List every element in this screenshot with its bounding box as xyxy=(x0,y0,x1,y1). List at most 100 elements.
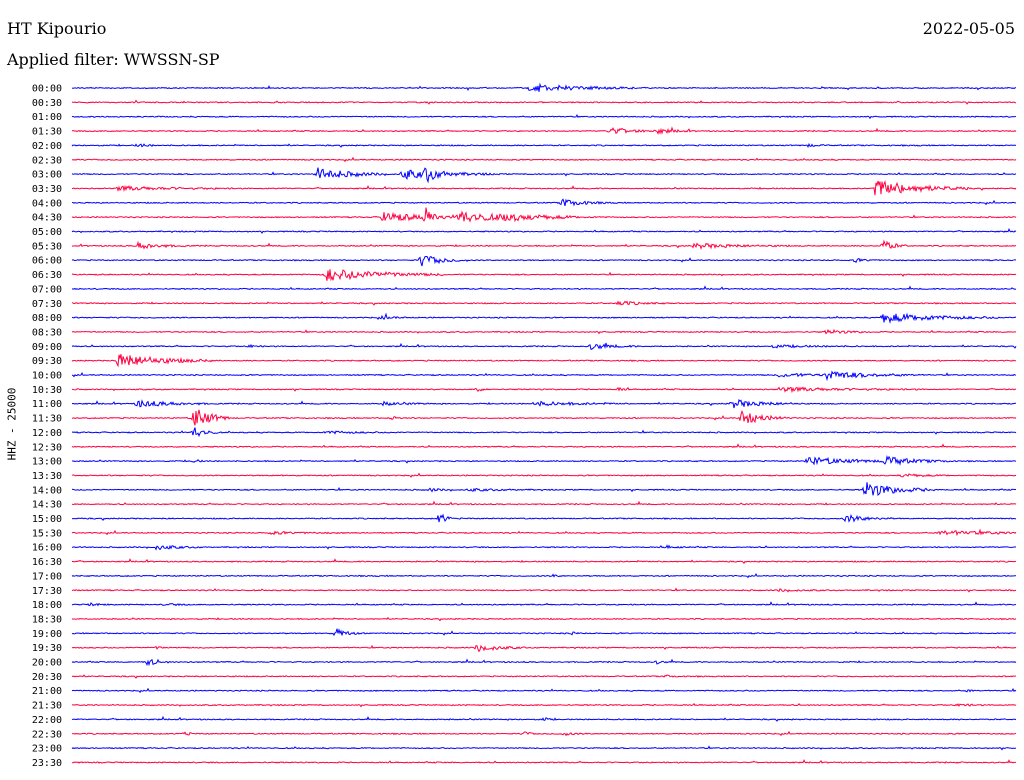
trace-2030 xyxy=(71,674,1017,679)
row-time-label: 20:00 xyxy=(32,658,62,669)
row-time-label: 09:30 xyxy=(32,356,62,367)
row-time-label: 19:00 xyxy=(32,629,62,640)
trace-1100 xyxy=(71,398,1017,409)
row-time-label: 12:30 xyxy=(32,442,62,453)
row-time-label: 12:00 xyxy=(32,428,62,439)
trace-2300 xyxy=(71,745,1017,751)
filter-label: Applied filter: WWSSN-SP xyxy=(7,50,220,69)
row-time-label: 04:00 xyxy=(32,198,62,209)
trace-0900 xyxy=(71,342,1017,351)
trace-1500 xyxy=(71,513,1017,523)
station-name: HT Kipourio xyxy=(7,19,107,38)
row-time-label: 13:00 xyxy=(32,457,62,468)
row-time-label: 17:30 xyxy=(32,586,62,597)
row-time-label: 23:30 xyxy=(32,758,62,769)
trace-1000 xyxy=(71,370,1017,382)
trace-0300 xyxy=(71,167,1017,184)
trace-2200 xyxy=(71,715,1017,722)
row-time-label: 04:30 xyxy=(32,213,62,224)
row-time-label: 14:30 xyxy=(32,500,62,511)
trace-0030 xyxy=(71,99,1017,105)
trace-0330 xyxy=(71,180,1017,196)
trace-1830 xyxy=(71,616,1017,622)
row-time-label: 06:00 xyxy=(32,256,62,267)
row-time-label: 08:30 xyxy=(32,327,62,338)
row-time-label: 02:30 xyxy=(32,155,62,166)
row-time-label: 15:00 xyxy=(32,514,62,525)
row-time-label: 16:00 xyxy=(32,543,62,554)
trace-0400 xyxy=(71,198,1017,207)
row-time-label: 20:30 xyxy=(32,672,62,683)
trace-1200 xyxy=(71,427,1017,438)
trace-1900 xyxy=(71,628,1017,637)
row-time-label: 18:30 xyxy=(32,614,62,625)
trace-0930 xyxy=(71,354,1017,368)
trace-1030 xyxy=(71,386,1017,394)
trace-0230 xyxy=(71,156,1017,163)
trace-2100 xyxy=(71,687,1017,694)
trace-1330 xyxy=(71,472,1017,478)
row-time-label: 05:30 xyxy=(32,241,62,252)
trace-2130 xyxy=(71,703,1017,708)
trace-2230 xyxy=(71,730,1017,737)
row-time-label: 03:30 xyxy=(32,184,62,195)
trace-0830 xyxy=(71,328,1017,335)
row-time-label: 03:00 xyxy=(32,170,62,181)
trace-0000 xyxy=(71,82,1017,92)
row-time-label: 11:30 xyxy=(32,414,62,425)
row-time-label: 05:00 xyxy=(32,227,62,238)
row-time-label: 00:00 xyxy=(32,84,62,95)
row-time-label: 09:00 xyxy=(32,342,62,353)
trace-1700 xyxy=(71,572,1017,579)
row-time-label: 08:00 xyxy=(32,313,62,324)
row-time-label: 21:30 xyxy=(32,701,62,712)
trace-1800 xyxy=(71,601,1017,607)
trace-0200 xyxy=(71,142,1017,149)
date-label: 2022-05-05 xyxy=(922,19,1015,38)
trace-2000 xyxy=(71,658,1017,667)
row-time-label: 19:30 xyxy=(32,643,62,654)
row-time-label: 06:30 xyxy=(32,270,62,281)
row-time-label: 15:30 xyxy=(32,528,62,539)
row-time-label: 00:30 xyxy=(32,98,62,109)
row-time-label: 18:00 xyxy=(32,600,62,611)
trace-0700 xyxy=(71,285,1017,291)
trace-1630 xyxy=(71,558,1017,565)
trace-0600 xyxy=(71,255,1017,267)
row-time-label: 22:00 xyxy=(32,715,62,726)
trace-0630 xyxy=(71,269,1017,282)
row-time-label: 07:00 xyxy=(32,284,62,295)
trace-0500 xyxy=(71,228,1017,234)
trace-0100 xyxy=(71,113,1017,120)
row-time-label: 11:00 xyxy=(32,399,62,410)
row-time-label: 21:00 xyxy=(32,686,62,697)
trace-1430 xyxy=(71,500,1017,506)
row-time-label: 02:00 xyxy=(32,141,62,152)
row-time-label: 17:00 xyxy=(32,571,62,582)
row-time-label: 16:30 xyxy=(32,557,62,568)
row-time-label: 22:30 xyxy=(32,729,62,740)
trace-1300 xyxy=(71,454,1017,466)
row-time-label: 07:30 xyxy=(32,299,62,310)
row-time-label: 10:30 xyxy=(32,385,62,396)
trace-0430 xyxy=(71,207,1017,223)
trace-1930 xyxy=(71,644,1017,653)
trace-0530 xyxy=(71,239,1017,250)
trace-0130 xyxy=(71,126,1017,135)
trace-1530 xyxy=(71,528,1017,537)
trace-0730 xyxy=(71,300,1017,306)
trace-2330 xyxy=(71,758,1017,764)
trace-1400 xyxy=(71,482,1017,497)
trace-0800 xyxy=(71,312,1017,325)
row-time-label: 23:00 xyxy=(32,744,62,755)
row-time-label: 01:00 xyxy=(32,112,62,123)
row-time-label: 13:30 xyxy=(32,471,62,482)
row-time-label: 10:00 xyxy=(32,371,62,382)
trace-1230 xyxy=(71,443,1017,449)
row-time-label: 01:30 xyxy=(32,127,62,138)
trace-1130 xyxy=(71,409,1017,426)
row-time-label: 14:00 xyxy=(32,485,62,496)
trace-1730 xyxy=(71,587,1017,593)
trace-1600 xyxy=(71,544,1017,551)
